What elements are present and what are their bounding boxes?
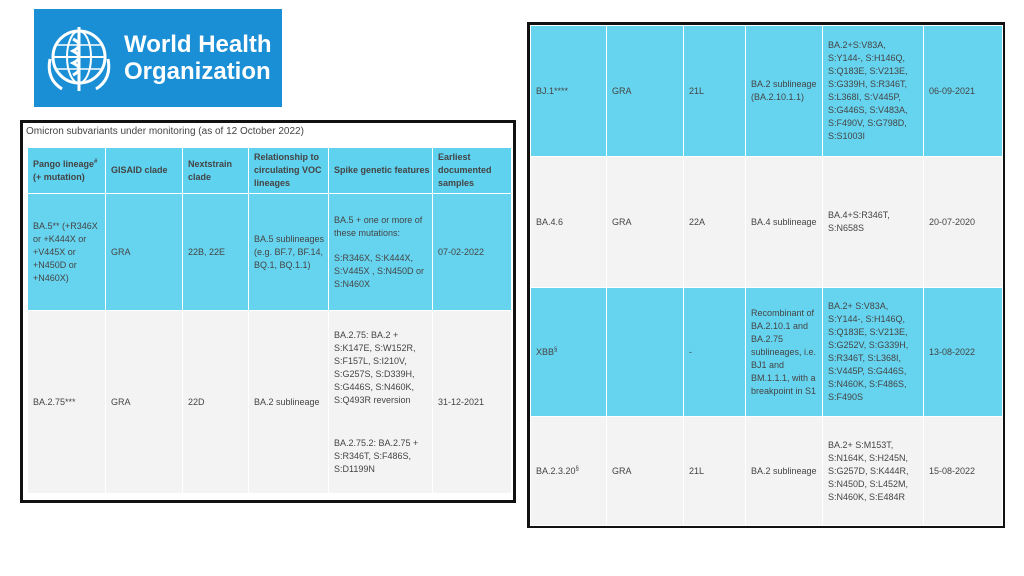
cell-earliest: 31-12-2021 (432, 310, 512, 494)
table-row: BA.2.75*** GRA 22D BA.2 sublineage BA.2.… (27, 310, 512, 494)
right-table-panel: BJ.1**** GRA 21L BA.2 sublineage (BA.2.1… (527, 22, 1005, 528)
cell-pango: BA.2.3.20§ (530, 416, 607, 526)
cell-pango: BA.5** (+R346X or +K444X or +V445X or +N… (27, 193, 106, 311)
table-caption: Omicron subvariants under monitoring (as… (26, 126, 304, 137)
cell-earliest: 06-09-2021 (923, 25, 1003, 157)
omicron-subvariants-table-continued: BJ.1**** GRA 21L BA.2 sublineage (BA.2.1… (530, 25, 1003, 526)
cell-nextstrain: 21L (683, 25, 746, 157)
cell-gisaid: GRA (105, 193, 183, 311)
cell-gisaid: GRA (606, 25, 684, 157)
table-row: BA.4.6 GRA 22A BA.4 sublineage BA.4+S:R3… (530, 156, 1003, 288)
cell-pango: BA.2.75*** (27, 310, 106, 494)
cell-relationship: BA.4 sublineage (745, 156, 823, 288)
cell-relationship: BA.2 sublineage (745, 416, 823, 526)
cell-nextstrain: 22D (182, 310, 249, 494)
cell-earliest: 13-08-2022 (923, 287, 1003, 417)
cell-relationship: BA.2 sublineage (248, 310, 329, 494)
cell-nextstrain: 22B, 22E (182, 193, 249, 311)
cell-spike: BA.2+S:V83A, S:Y144-, S:H146Q, S:Q183E, … (822, 25, 924, 157)
cell-gisaid (606, 287, 684, 417)
cell-gisaid: GRA (105, 310, 183, 494)
header-relationship: Relationship to circulating VOC lineages (248, 147, 329, 194)
table-row: BA.5** (+R346X or +K444X or +V445X or +N… (27, 193, 512, 311)
left-table-panel: Omicron subvariants under monitoring (as… (20, 120, 516, 503)
table-row: BA.2.3.20§ GRA 21L BA.2 sublineage BA.2+… (530, 416, 1003, 526)
cell-gisaid: GRA (606, 156, 684, 288)
cell-spike: BA.2+ S:M153T, S:N164K, S:H245N, S:G257D… (822, 416, 924, 526)
header-nextstrain-clade: Nextstrain clade (182, 147, 249, 194)
cell-pango: BA.4.6 (530, 156, 607, 288)
cell-nextstrain: 22A (683, 156, 746, 288)
table-row: XBB§ - Recombinant of BA.2.10.1 and BA.2… (530, 287, 1003, 417)
cell-nextstrain: - (683, 287, 746, 417)
cell-earliest: 20-07-2020 (923, 156, 1003, 288)
who-logo-text: World Health Organization (124, 31, 272, 85)
header-earliest-samples: Earliest documented samples (432, 147, 512, 194)
cell-relationship: BA.5 sublineages (e.g. BF.7, BF.14, BQ.1… (248, 193, 329, 311)
who-logo: World Health Organization (34, 9, 282, 107)
cell-spike: BA.4+S:R346T, S:N658S (822, 156, 924, 288)
header-pango-lineage: Pango lineage# (+ mutation) (27, 147, 106, 194)
cell-pango: XBB§ (530, 287, 607, 417)
cell-spike: BA.2.75: BA.2 + S:K147E, S:W152R, S:F157… (328, 310, 433, 494)
who-emblem-icon (47, 27, 111, 91)
omicron-subvariants-table: Pango lineage# (+ mutation) GISAID clade … (27, 147, 512, 494)
cell-earliest: 15-08-2022 (923, 416, 1003, 526)
header-gisaid-clade: GISAID clade (105, 147, 183, 194)
cell-relationship: Recombinant of BA.2.10.1 and BA.2.75 sub… (745, 287, 823, 417)
cell-spike: BA.5 + one or more of these mutations: S:… (328, 193, 433, 311)
cell-gisaid: GRA (606, 416, 684, 526)
cell-earliest: 07-02-2022 (432, 193, 512, 311)
cell-relationship: BA.2 sublineage (BA.2.10.1.1) (745, 25, 823, 157)
header-spike-features: Spike genetic features (328, 147, 433, 194)
cell-spike: BA.2+ S:V83A, S:Y144-, S:H146Q, S:Q183E,… (822, 287, 924, 417)
cell-nextstrain: 21L (683, 416, 746, 526)
table-row: BJ.1**** GRA 21L BA.2 sublineage (BA.2.1… (530, 25, 1003, 157)
cell-pango: BJ.1**** (530, 25, 607, 157)
